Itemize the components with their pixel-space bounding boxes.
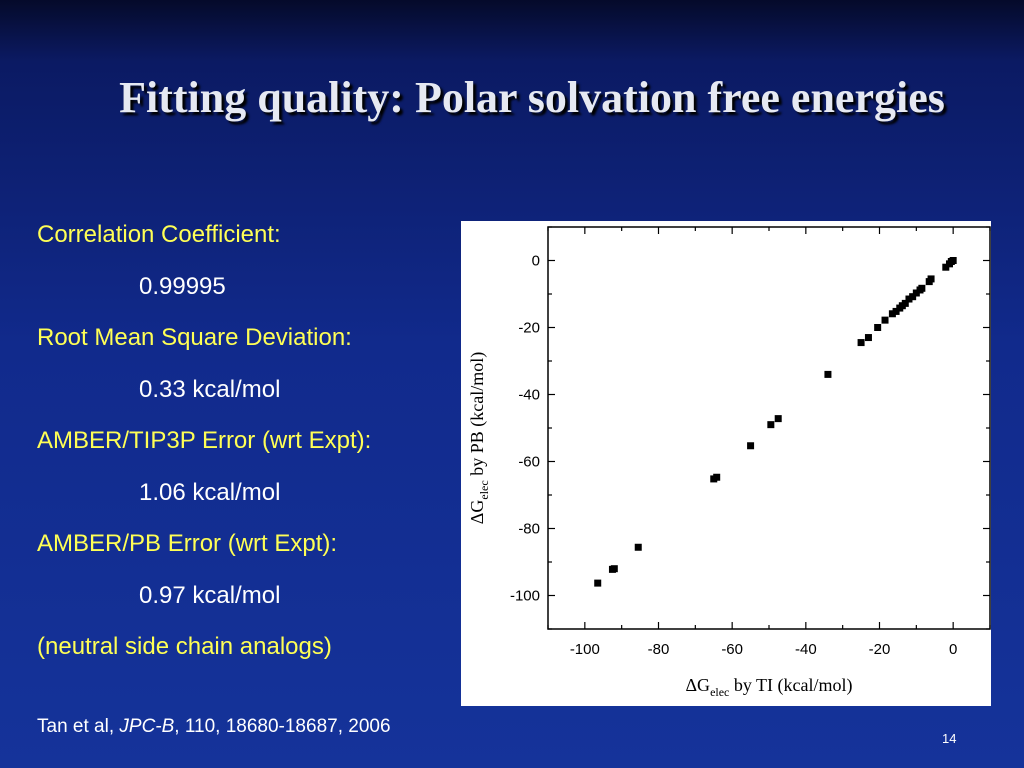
- data-point: [713, 473, 721, 481]
- y-tick-label: -20: [518, 320, 540, 337]
- data-point: [949, 257, 957, 264]
- data-point: [918, 284, 926, 292]
- slide-title: Fitting quality: Polar solvation free en…: [119, 73, 945, 122]
- x-tick-label: -60: [721, 641, 743, 658]
- y-tick-label: -60: [518, 454, 540, 471]
- data-point: [594, 579, 602, 587]
- y-axis-label-suffix: by PB (kcal/mol): [467, 352, 488, 481]
- y-tick-label: 0: [532, 253, 540, 270]
- data-point: [824, 370, 832, 378]
- points-layer: [594, 257, 957, 587]
- x-tick-label: -20: [869, 641, 891, 658]
- data-point: [901, 299, 909, 307]
- data-point: [888, 310, 896, 318]
- y-tick-label: -40: [518, 387, 540, 404]
- data-point: [610, 565, 618, 573]
- x-tick-label: 0: [949, 641, 957, 658]
- stat-tip3p-label-row: AMBER/TIP3P Error (wrt Expt):: [37, 424, 371, 458]
- data-point: [912, 289, 920, 297]
- y-tick-label: -100: [510, 588, 540, 605]
- citation-details: , 110, 18680-18687, 2006: [174, 716, 391, 737]
- y-tick-label: -80: [518, 521, 540, 538]
- stats-list: Correlation Coefficient: 0.99995 Root Me…: [37, 218, 371, 682]
- citation-journal: JPC-B: [119, 716, 175, 737]
- y-axis-label: ΔGelec by PB (kcal/mol): [467, 352, 491, 524]
- x-axis-label-prefix: ΔG: [685, 675, 710, 695]
- stat-label-correlation: Correlation Coefficient:: [37, 221, 281, 248]
- data-point: [864, 334, 872, 342]
- stat-rmsd-label-row: Root Mean Square Deviation:: [37, 321, 371, 355]
- citation: Tan et al, JPC-B, 110, 18680-18687, 2006: [37, 716, 391, 738]
- x-axis-label: ΔGelec by TI (kcal/mol): [685, 675, 852, 699]
- scatter-chart: -100 -80 -60 -40 -20 00-20-40-60-80-100 ΔGele…: [467, 226, 991, 699]
- data-point: [881, 316, 889, 324]
- stat-pb-value-row: 0.97 kcal/mol: [37, 579, 371, 613]
- stat-value-correlation: 0.99995: [139, 272, 226, 300]
- x-tick-label: -80: [648, 641, 670, 658]
- x-tick-label: -40: [795, 641, 817, 658]
- x-axis-label-sub: elec: [710, 685, 729, 699]
- stat-value-pb: 0.97 kcal/mol: [139, 581, 281, 609]
- stat-correlation-value-row: 0.99995: [37, 270, 371, 304]
- chart-panel: -100 -80 -60 -40 -20 0 0 -20 -40 -60 -80 -100 ΔGele…: [461, 221, 991, 706]
- data-point: [942, 263, 950, 271]
- data-point: [767, 421, 775, 429]
- data-point: [774, 415, 782, 423]
- stat-note-row: (neutral side chain analogs): [37, 630, 371, 664]
- data-point: [874, 324, 882, 331]
- ticks-layer: -100 -80 -60 -40 -20 0 0 -20 -40 -60 -80 -100: [510, 226, 991, 658]
- stat-correlation-label-row: Correlation Coefficient:: [37, 218, 371, 252]
- data-point: [927, 275, 935, 283]
- stat-tip3p-value-row: 1.06 kcal/mol: [37, 476, 371, 510]
- stat-value-rmsd: 0.33 kcal/mol: [139, 375, 281, 403]
- stat-label-pb: AMBER/PB Error (wrt Expt):: [37, 530, 338, 557]
- data-point: [905, 295, 913, 303]
- stat-label-rmsd: Root Mean Square Deviation:: [37, 324, 352, 351]
- data-point: [892, 307, 900, 315]
- data-point: [857, 339, 865, 347]
- stat-pb-label-row: AMBER/PB Error (wrt Expt):: [37, 527, 371, 561]
- x-axis-label-suffix: by TI (kcal/mol): [729, 675, 852, 696]
- y-axis-label-sub: elec: [477, 480, 491, 499]
- data-point: [634, 543, 642, 551]
- x-tick-label: -100: [570, 641, 600, 658]
- stat-label-tip3p: AMBER/TIP3P Error (wrt Expt):: [37, 427, 372, 454]
- slide-number: 14: [942, 731, 957, 746]
- citation-authors: Tan et al,: [37, 716, 120, 737]
- y-axis-label-prefix: ΔG: [467, 500, 487, 525]
- data-point: [747, 442, 755, 450]
- stat-value-tip3p: 1.06 kcal/mol: [139, 478, 281, 506]
- data-point: [909, 293, 917, 301]
- stat-rmsd-value-row: 0.33 kcal/mol: [37, 373, 371, 407]
- stat-note: (neutral side chain analogs): [37, 633, 332, 660]
